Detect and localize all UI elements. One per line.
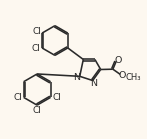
Text: Cl: Cl xyxy=(13,93,22,102)
Text: Cl: Cl xyxy=(33,106,42,115)
Text: O: O xyxy=(119,71,126,80)
Text: CH₃: CH₃ xyxy=(126,73,141,82)
Text: Cl: Cl xyxy=(32,44,41,53)
Text: N: N xyxy=(90,79,97,88)
Text: N: N xyxy=(73,73,80,82)
Text: Cl: Cl xyxy=(32,27,41,36)
Text: O: O xyxy=(114,56,122,65)
Text: Cl: Cl xyxy=(52,93,61,102)
